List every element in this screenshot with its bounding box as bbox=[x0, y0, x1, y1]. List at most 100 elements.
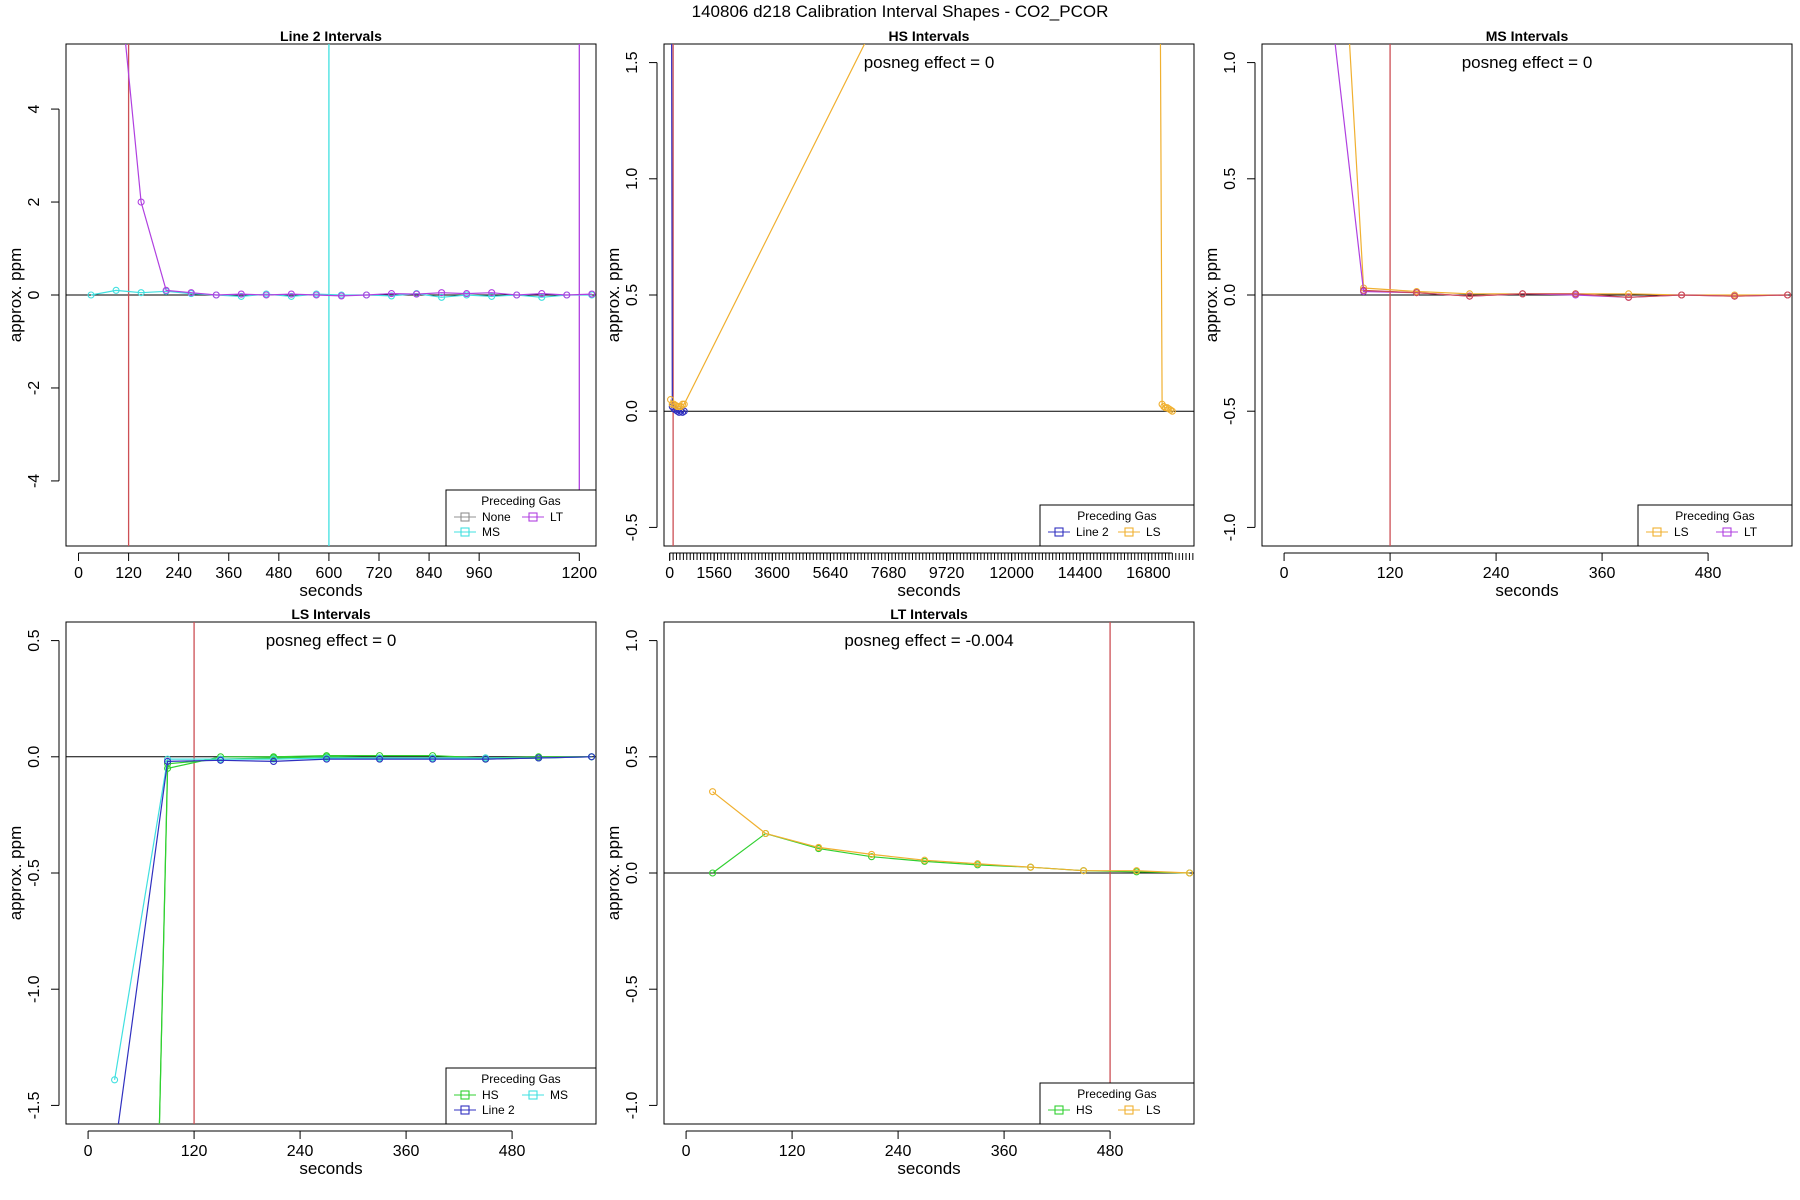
data-point bbox=[287, 292, 295, 300]
data-point bbox=[156, 1149, 162, 1155]
data-point bbox=[513, 291, 521, 299]
legend: Preceding Gas LS LT bbox=[1637, 504, 1793, 547]
series-line bbox=[712, 832, 1190, 874]
x-tick-label: 3600 bbox=[754, 565, 790, 582]
legend-entry-label: HS bbox=[482, 1088, 499, 1102]
legend-box bbox=[445, 1067, 597, 1125]
data-point bbox=[1027, 863, 1035, 871]
legend-entry-label: LT bbox=[1744, 525, 1758, 539]
legend-swatch-marker bbox=[1652, 527, 1662, 537]
legend-swatch-marker bbox=[1124, 527, 1134, 537]
data-point bbox=[866, 32, 872, 38]
y-tick-label: -1.0 bbox=[1222, 514, 1239, 542]
data-point bbox=[1466, 292, 1474, 300]
plot-area bbox=[664, 622, 1194, 1124]
data-point bbox=[1784, 291, 1792, 299]
y-tick-label: 0.5 bbox=[624, 284, 641, 306]
y-axis-label: approx. ppm bbox=[1202, 248, 1221, 343]
posneg-annotation: posneg effect = 0 bbox=[1462, 53, 1593, 72]
data-point bbox=[1080, 867, 1088, 875]
data-point bbox=[237, 290, 245, 298]
data-point bbox=[1186, 869, 1194, 877]
data-point bbox=[112, 1149, 118, 1155]
data-point bbox=[488, 289, 496, 297]
x-tick-label: 0 bbox=[1280, 565, 1289, 582]
legend-swatch-marker bbox=[528, 512, 538, 522]
legend: Preceding Gas HS MS Line 2 bbox=[445, 1067, 597, 1125]
x-tick-label: 120 bbox=[181, 1143, 208, 1160]
legend-title: Preceding Gas bbox=[481, 494, 560, 508]
legend-box bbox=[1039, 1082, 1195, 1125]
legend: Preceding Gas HS LS bbox=[1039, 1082, 1195, 1125]
y-tick-label: 1.0 bbox=[624, 168, 641, 190]
data-point bbox=[270, 757, 278, 765]
data-point bbox=[323, 755, 331, 763]
legend-box bbox=[1039, 504, 1195, 547]
data-point bbox=[680, 407, 688, 415]
data-point bbox=[387, 290, 396, 298]
chart-panel-4: LS Intervals 0 120 240 360 480 seconds -1.5 -1.0… bbox=[6, 606, 597, 1178]
legend-title: Preceding Gas bbox=[1675, 509, 1754, 523]
x-tick-label: 0 bbox=[84, 1143, 93, 1160]
data-point bbox=[217, 756, 225, 764]
x-axis-label: seconds bbox=[1495, 581, 1558, 600]
data-point bbox=[535, 754, 543, 762]
panel-title: MS Intervals bbox=[1486, 28, 1569, 44]
data-point bbox=[709, 869, 717, 877]
x-tick-label: 720 bbox=[366, 565, 393, 582]
legend-swatch-marker bbox=[460, 1090, 470, 1100]
x-tick-label: 7680 bbox=[871, 565, 907, 582]
x-tick-label: 480 bbox=[265, 565, 292, 582]
data-point bbox=[868, 853, 876, 861]
data-point bbox=[1133, 867, 1141, 875]
y-tick-label: 1.0 bbox=[624, 629, 641, 651]
legend-swatch-marker bbox=[460, 527, 470, 537]
data-point bbox=[538, 293, 546, 301]
y-tick-label: 0.5 bbox=[1222, 168, 1239, 190]
x-axis-label: seconds bbox=[897, 581, 960, 600]
data-point bbox=[1519, 290, 1527, 298]
data-point bbox=[538, 290, 546, 298]
data-point bbox=[463, 290, 471, 298]
x-tick-label: 12000 bbox=[989, 565, 1034, 582]
series-line bbox=[712, 791, 1190, 874]
data-point bbox=[362, 291, 371, 299]
x-tick-label: 480 bbox=[1695, 565, 1722, 582]
y-axis-label: approx. ppm bbox=[6, 826, 25, 921]
y-axis-label: approx. ppm bbox=[604, 248, 623, 343]
legend-swatch-marker bbox=[1124, 1105, 1134, 1115]
legend-swatch-marker bbox=[1054, 527, 1064, 537]
chart-panel-2: HS Intervals 0 1560 3600 5640 7680 9720 12000 14… bbox=[604, 28, 1195, 600]
data-point bbox=[974, 860, 982, 868]
data-point bbox=[588, 290, 596, 298]
data-point bbox=[87, 291, 95, 299]
x-axis-label: seconds bbox=[299, 1159, 362, 1178]
data-point bbox=[164, 757, 172, 765]
y-tick-label: 0.0 bbox=[624, 862, 641, 884]
y-tick-label: 4 bbox=[26, 105, 43, 114]
x-axis-label: seconds bbox=[299, 581, 362, 600]
data-point bbox=[162, 286, 170, 294]
y-tick-label: 0 bbox=[26, 290, 43, 299]
x-tick-label: 360 bbox=[1589, 565, 1616, 582]
x-tick-label: 16800 bbox=[1126, 565, 1171, 582]
y-tick-label: 2 bbox=[26, 197, 43, 206]
data-point bbox=[563, 291, 571, 299]
x-tick-label: 960 bbox=[466, 565, 493, 582]
x-tick-label: 360 bbox=[393, 1143, 420, 1160]
x-tick-label: 120 bbox=[779, 1143, 806, 1160]
legend-swatch-marker bbox=[1054, 1105, 1064, 1115]
y-tick-label: 0.0 bbox=[26, 746, 43, 768]
data-point bbox=[337, 292, 345, 300]
legend-box bbox=[1637, 504, 1793, 547]
x-tick-label: 120 bbox=[115, 565, 142, 582]
plot-frame bbox=[65, 621, 597, 1125]
data-point bbox=[482, 755, 490, 763]
panel-title: LS Intervals bbox=[291, 606, 371, 622]
panel-title: Line 2 Intervals bbox=[280, 28, 382, 44]
panel-title: HS Intervals bbox=[889, 28, 970, 44]
data-point bbox=[111, 1076, 119, 1084]
data-point bbox=[488, 292, 496, 300]
data-point bbox=[287, 290, 295, 298]
